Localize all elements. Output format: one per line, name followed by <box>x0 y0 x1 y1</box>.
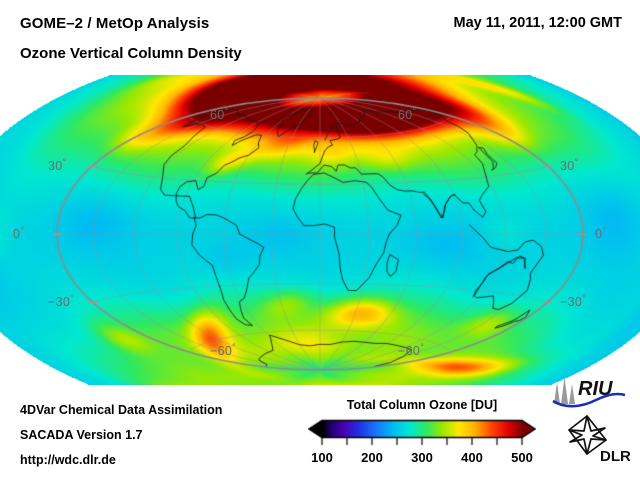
page-title: GOME–2 / MetOp Analysis <box>20 15 210 32</box>
riu-logo: RIU <box>552 377 626 408</box>
colorbar: Total Column Ozone [DU] 100 200 300 400 500 <box>308 398 536 470</box>
dlr-wordmark: DLR <box>600 448 631 464</box>
lat-label-right-minus60: −60° <box>398 342 425 359</box>
lat-tick <box>88 302 97 303</box>
footer-line-assimilation: 4DVar Chemical Data Assimilation <box>20 403 223 417</box>
ozone-map-canvas <box>0 75 640 385</box>
dlr-star-icon <box>568 415 607 455</box>
riu-wave-icon <box>552 392 626 408</box>
colorbar-title: Total Column Ozone [DU] <box>346 398 498 412</box>
riu-wordmark: RIU <box>578 378 613 400</box>
footer-line-url[interactable]: http://wdc.dlr.de <box>20 453 116 467</box>
lat-label-right-minus30: −30° <box>560 293 587 310</box>
lat-tick <box>543 302 552 303</box>
colorbar-tick-200: 200 <box>361 450 383 465</box>
page-subtitle: Ozone Vertical Column Density <box>20 45 242 62</box>
colorbar-tick-100: 100 <box>311 450 333 465</box>
lat-tick <box>53 234 62 235</box>
colorbar-tick-300: 300 <box>411 450 433 465</box>
lat-tick <box>543 166 552 167</box>
footer-line-version: SACADA Version 1.7 <box>20 428 143 442</box>
riu-bars-icon <box>554 377 575 404</box>
lat-label-left-0: 0° <box>13 225 25 242</box>
colorbar-tick-labels: 100 200 300 400 500 <box>308 450 536 470</box>
lat-label-left-60: 60° <box>210 106 229 123</box>
lat-label-left-minus60: −60° <box>210 342 237 359</box>
logo-group: RIU DLR <box>550 374 636 470</box>
lat-tick <box>88 166 97 167</box>
lat-label-right-60: 60° <box>398 106 417 123</box>
ozone-map <box>0 75 640 385</box>
lat-label-right-30: 30° <box>560 157 579 174</box>
colorbar-tick-500: 500 <box>511 450 533 465</box>
observation-timestamp: May 11, 2011, 12:00 GMT <box>453 15 622 31</box>
lat-label-left-30: 30° <box>48 157 67 174</box>
lat-tick <box>578 234 587 235</box>
lat-label-right-0: 0° <box>595 225 607 242</box>
colorbar-tick-400: 400 <box>461 450 483 465</box>
colorbar-gradient <box>308 418 536 452</box>
lat-label-left-minus30: −30° <box>48 293 75 310</box>
dlr-logo: DLR <box>568 415 631 464</box>
